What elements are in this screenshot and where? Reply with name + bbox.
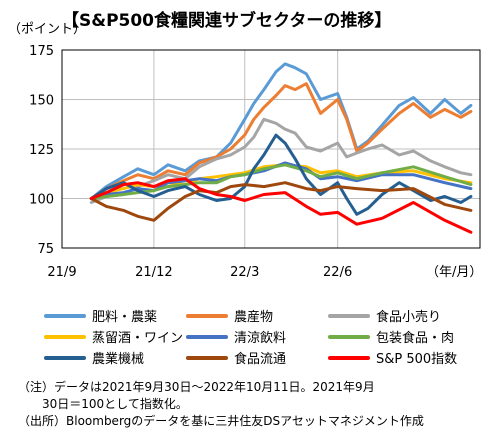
- legend-label-7: 農業機械: [92, 351, 144, 367]
- series-line-2: [89, 82, 473, 200]
- x-tick-label: 21/9: [47, 265, 76, 280]
- legend-label-3: 食品小売り: [376, 309, 441, 325]
- y-tick-label: 175: [29, 44, 54, 59]
- y-axis-label: （ポイント）: [8, 22, 86, 37]
- series-line-9: [89, 177, 473, 234]
- x-tick-label: 22/3: [230, 265, 259, 280]
- series-line-3: [89, 117, 473, 204]
- note-line-2: 30日＝100として指数化。: [42, 397, 188, 411]
- legend-label-9: S&P 500指数: [376, 352, 457, 367]
- plot-frame: [61, 49, 481, 249]
- axes: 75 100 125 150 175 21/9 21/12 22/3 22/6: [29, 44, 481, 280]
- note-line-1: （注）データは2021年9月30日～2022年10月11日。2021年9月: [18, 380, 375, 394]
- series-lines: [89, 62, 473, 234]
- y-tick-label: 150: [29, 94, 54, 109]
- legend-label-5: 清涼飲料: [234, 330, 286, 346]
- legend-label-6: 包装食品・肉: [376, 330, 454, 346]
- series-line-8: [89, 181, 473, 222]
- y-tick-label: 100: [29, 193, 54, 208]
- legend-label-4: 蒸留酒・ワイン: [92, 331, 183, 346]
- x-tick-label: 22/6: [323, 265, 352, 280]
- series-line-1: [89, 62, 473, 200]
- series-line-7: [89, 133, 473, 216]
- legend-label-1: 肥料・農薬: [92, 310, 157, 325]
- source-line: （出所）Bloombergのデータを基に三井住友DSアセットマネジメント作成: [18, 414, 424, 428]
- x-axis-label: （年/月）: [426, 265, 482, 280]
- legend-label-2: 農産物: [234, 309, 273, 325]
- y-tick-label: 125: [29, 143, 54, 158]
- chart-title: 【S&P500食糧関連サブセクターの推移】: [62, 10, 391, 31]
- y-tick-label: 75: [37, 242, 54, 257]
- legend-label-8: 食品流通: [234, 351, 286, 367]
- x-tick-label: 21/12: [135, 265, 172, 280]
